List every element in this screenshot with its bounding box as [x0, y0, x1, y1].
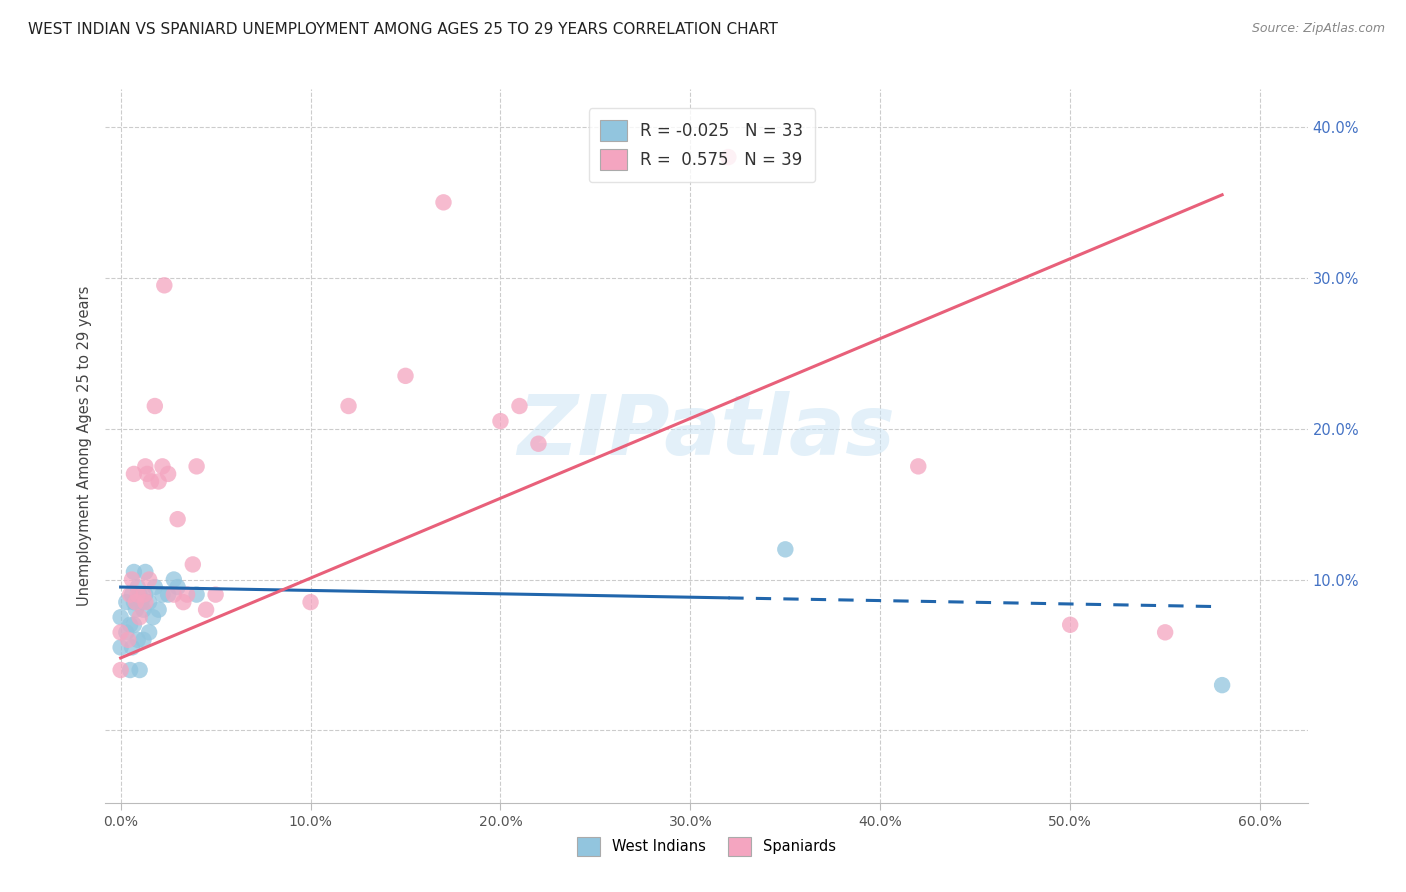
Text: Source: ZipAtlas.com: Source: ZipAtlas.com: [1251, 22, 1385, 36]
Point: [127, 588, 149, 602]
Point: [1059, 617, 1081, 632]
Point: [125, 603, 148, 617]
Y-axis label: Unemployment Among Ages 25 to 29 years: Unemployment Among Ages 25 to 29 years: [77, 285, 93, 607]
Text: WEST INDIAN VS SPANIARD UNEMPLOYMENT AMONG AGES 25 TO 29 YEARS CORRELATION CHART: WEST INDIAN VS SPANIARD UNEMPLOYMENT AMO…: [28, 22, 778, 37]
Point: [153, 278, 176, 293]
Point: [152, 459, 174, 474]
Point: [120, 588, 142, 602]
Point: [1211, 678, 1233, 692]
Point: [163, 588, 186, 602]
Point: [121, 640, 143, 655]
Point: [110, 625, 132, 640]
Point: [163, 573, 186, 587]
Point: [299, 595, 322, 609]
Point: [132, 603, 155, 617]
Point: [157, 467, 180, 481]
Point: [128, 588, 150, 602]
Point: [110, 663, 132, 677]
Point: [186, 588, 208, 602]
Point: [775, 542, 797, 557]
Point: [142, 610, 165, 624]
Point: [172, 595, 194, 609]
Point: [128, 610, 150, 624]
Point: [148, 475, 170, 489]
Point: [131, 595, 153, 609]
Point: [122, 595, 145, 609]
Point: [527, 436, 550, 450]
Point: [132, 632, 155, 647]
Point: [195, 603, 218, 617]
Point: [508, 399, 530, 413]
Point: [110, 640, 132, 655]
Point: [115, 595, 138, 609]
Point: [127, 632, 149, 647]
Point: [121, 588, 143, 602]
Point: [136, 467, 159, 481]
Point: [134, 595, 156, 609]
Point: [128, 663, 150, 677]
Point: [143, 580, 166, 594]
Legend: West Indians, Spaniards: West Indians, Spaniards: [569, 830, 844, 863]
Point: [204, 588, 226, 602]
Point: [181, 558, 204, 572]
Point: [134, 588, 156, 602]
Point: [120, 663, 142, 677]
Point: [120, 617, 142, 632]
Point: [138, 573, 160, 587]
Point: [125, 595, 148, 609]
Point: [148, 603, 170, 617]
Point: [138, 625, 160, 640]
Point: [1154, 625, 1177, 640]
Point: [115, 625, 138, 640]
Point: [152, 588, 174, 602]
Point: [166, 580, 188, 594]
Point: [117, 632, 139, 647]
Point: [138, 595, 160, 609]
Point: [157, 588, 180, 602]
Point: [132, 588, 155, 602]
Point: [166, 512, 188, 526]
Point: [176, 588, 198, 602]
Point: [186, 459, 208, 474]
Text: ZIPatlas: ZIPatlas: [517, 392, 896, 472]
Point: [121, 573, 143, 587]
Point: [122, 565, 145, 579]
Point: [134, 459, 156, 474]
Point: [134, 565, 156, 579]
Point: [394, 368, 416, 383]
Point: [122, 617, 145, 632]
Point: [489, 414, 512, 428]
Point: [127, 580, 149, 594]
Point: [432, 195, 454, 210]
Point: [143, 399, 166, 413]
Point: [717, 150, 740, 164]
Point: [122, 467, 145, 481]
Point: [907, 459, 929, 474]
Point: [110, 610, 132, 624]
Point: [337, 399, 360, 413]
Point: [139, 475, 162, 489]
